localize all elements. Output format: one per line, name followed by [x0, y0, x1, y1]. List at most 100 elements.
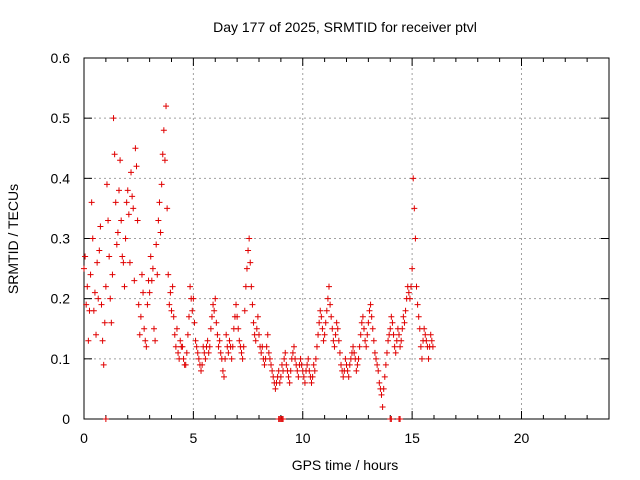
- data-point: [258, 349, 265, 356]
- data-point: [122, 235, 129, 242]
- data-point: [121, 283, 128, 290]
- data-point: [195, 355, 202, 362]
- data-point: [152, 337, 159, 344]
- data-point: [172, 343, 179, 350]
- data-point: [93, 331, 100, 338]
- data-point: [392, 349, 399, 356]
- data-point: [154, 271, 161, 278]
- data-point: [164, 205, 171, 212]
- data-point: [281, 355, 288, 362]
- data-point: [338, 361, 345, 368]
- data-point: [159, 151, 166, 158]
- data-point: [412, 235, 419, 242]
- axis-ticks: 0 5 10 15 20 0 0.1 0.2 0.3 0.4 0.5 0.6: [51, 50, 609, 446]
- data-point: [235, 325, 242, 332]
- data-point: [192, 337, 199, 344]
- data-point: [286, 379, 293, 386]
- data-point: [283, 361, 290, 368]
- data-point: [379, 403, 386, 410]
- data-point: [371, 349, 378, 356]
- data-point: [334, 325, 341, 332]
- data-point: [130, 205, 137, 212]
- data-point: [119, 253, 126, 260]
- data-point: [398, 337, 405, 344]
- data-point: [144, 301, 151, 308]
- data-point: [155, 217, 162, 224]
- data-point: [211, 307, 218, 314]
- data-point: [411, 205, 418, 212]
- data-point: [170, 313, 177, 320]
- data-point: [245, 247, 252, 254]
- data-point: [361, 325, 367, 332]
- data-point: [414, 301, 421, 308]
- data-point: [378, 391, 385, 398]
- data-point: [210, 301, 217, 308]
- data-point: [147, 253, 154, 260]
- data-point: [157, 229, 164, 236]
- data-point: [109, 271, 116, 278]
- data-point: [309, 373, 316, 380]
- data-point: [310, 361, 317, 368]
- data-point: [116, 187, 122, 194]
- x-tick-label: 15: [404, 430, 420, 446]
- data-point: [148, 277, 155, 284]
- data-point: [219, 367, 226, 374]
- data-point: [206, 343, 213, 350]
- data-point: [229, 343, 236, 350]
- data-point: [297, 355, 304, 362]
- data-point: [105, 217, 112, 224]
- data-point: [97, 223, 104, 230]
- data-point: [199, 361, 206, 368]
- data-point: [112, 199, 119, 206]
- data-point: [331, 343, 338, 350]
- data-point: [208, 313, 215, 320]
- data-point: [408, 283, 415, 290]
- data-point: [422, 331, 429, 338]
- data-point: [217, 349, 224, 356]
- data-point: [133, 163, 140, 170]
- data-point: [370, 337, 377, 344]
- data-point: [142, 337, 149, 344]
- x-tick-label: 10: [295, 430, 311, 446]
- data-point: [102, 416, 109, 422]
- data-point: [351, 349, 358, 356]
- data-point: [389, 319, 396, 326]
- data-point: [294, 367, 301, 374]
- data-point: [113, 241, 120, 248]
- data-point: [276, 379, 283, 386]
- data-point: [101, 319, 108, 326]
- data-point: [300, 373, 307, 380]
- data-point: [423, 337, 430, 344]
- y-tick-label: 0.6: [51, 50, 71, 66]
- data-point: [380, 385, 387, 392]
- data-point: [254, 313, 261, 320]
- data-point: [362, 337, 369, 344]
- data-point: [342, 355, 349, 362]
- data-point: [96, 247, 103, 254]
- data-point: [397, 416, 404, 422]
- data-point: [375, 367, 382, 374]
- data-point: [353, 367, 360, 374]
- data-point: [418, 355, 425, 362]
- data-point: [364, 331, 371, 338]
- y-tick-label: 0.3: [51, 231, 71, 247]
- data-point: [396, 331, 402, 338]
- data-point: [236, 337, 243, 344]
- data-point: [321, 331, 328, 338]
- data-point: [182, 361, 189, 368]
- data-point: [190, 295, 197, 302]
- chart-title: Day 177 of 2025, SRMTID for receiver ptv…: [213, 19, 477, 35]
- data-point: [312, 355, 319, 362]
- data-point: [225, 349, 232, 356]
- data-point: [413, 283, 420, 290]
- data-point: [277, 373, 284, 380]
- data-point: [94, 259, 101, 266]
- data-point: [82, 253, 89, 260]
- data-point: [228, 355, 235, 362]
- data-point: [212, 295, 219, 302]
- data-point: [161, 157, 168, 164]
- data-point: [248, 283, 255, 290]
- data-point: [335, 337, 342, 344]
- data-point: [165, 271, 172, 278]
- data-point: [110, 115, 117, 122]
